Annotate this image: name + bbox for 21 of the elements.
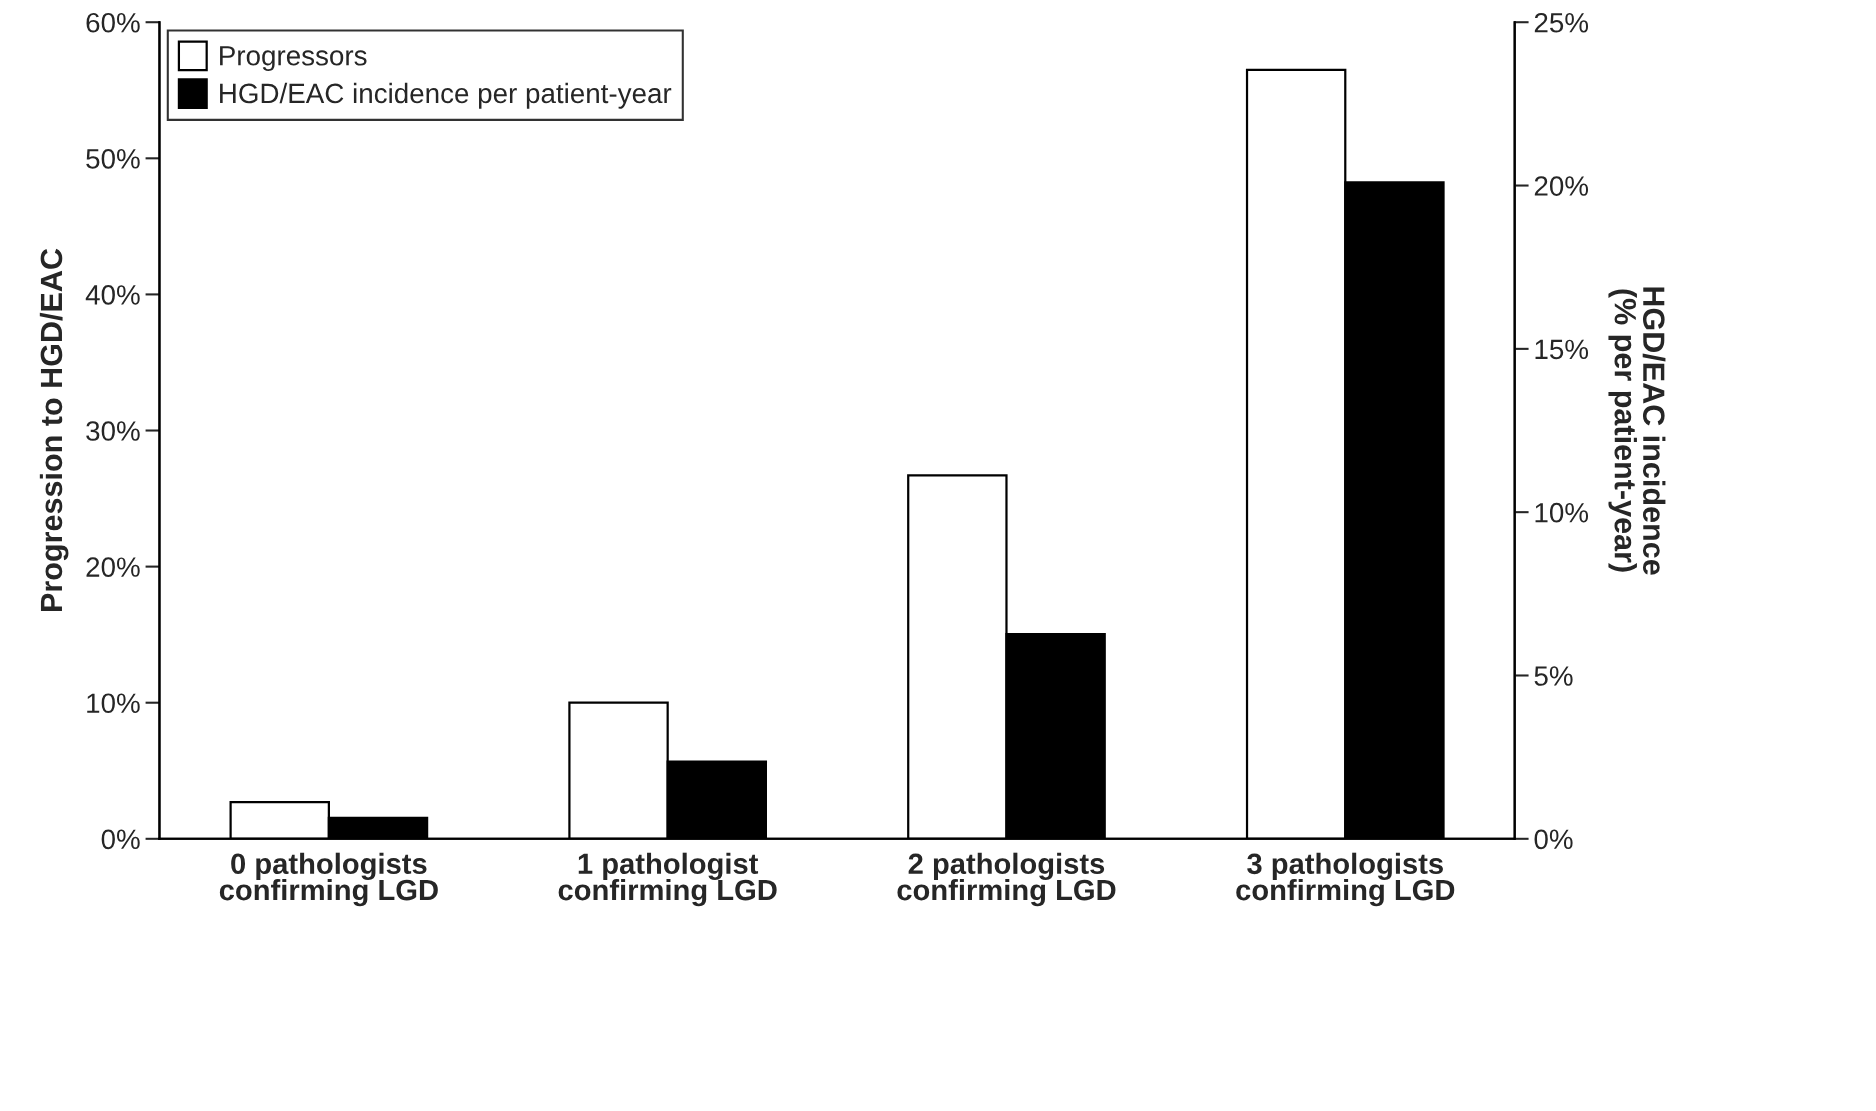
y-tick-label: 50% — [86, 148, 140, 169]
y2-axis-title: HGD/EAC incidence (% per patient-year) — [1608, 287, 1666, 575]
y2-tick-label: 25% — [1534, 12, 1589, 33]
x-tick-label: 0 pathologists confirming LGD — [219, 852, 438, 907]
legend-label: Progressors — [220, 46, 367, 72]
y2-tick-label: 10% — [1535, 502, 1589, 523]
y-tick-label: 10% — [87, 693, 140, 714]
y-tick-label: 30% — [86, 421, 140, 441]
y2-tick-label: 15% — [1535, 339, 1589, 360]
legend-label: HGD/EAC incidence per patient-year — [220, 82, 672, 109]
y-tick-label: 60% — [86, 12, 140, 33]
x-tick-label: 3 pathologists confirming LGD — [1236, 852, 1455, 907]
y2-tick-label: 5% — [1534, 666, 1573, 686]
y2-tick-label: 20% — [1534, 176, 1589, 196]
y-tick-label: 20% — [86, 557, 140, 577]
x-tick-label: 2 pathologists confirming LGD — [897, 852, 1116, 907]
y-tick-label: 40% — [85, 285, 140, 305]
x-tick-label: 1 pathologist confirming LGD — [558, 852, 777, 907]
y-tick-label: 0% — [101, 829, 140, 850]
y-axis-title: Progression to HGD/EAC — [39, 248, 69, 611]
y2-tick-label: 0% — [1534, 829, 1573, 850]
